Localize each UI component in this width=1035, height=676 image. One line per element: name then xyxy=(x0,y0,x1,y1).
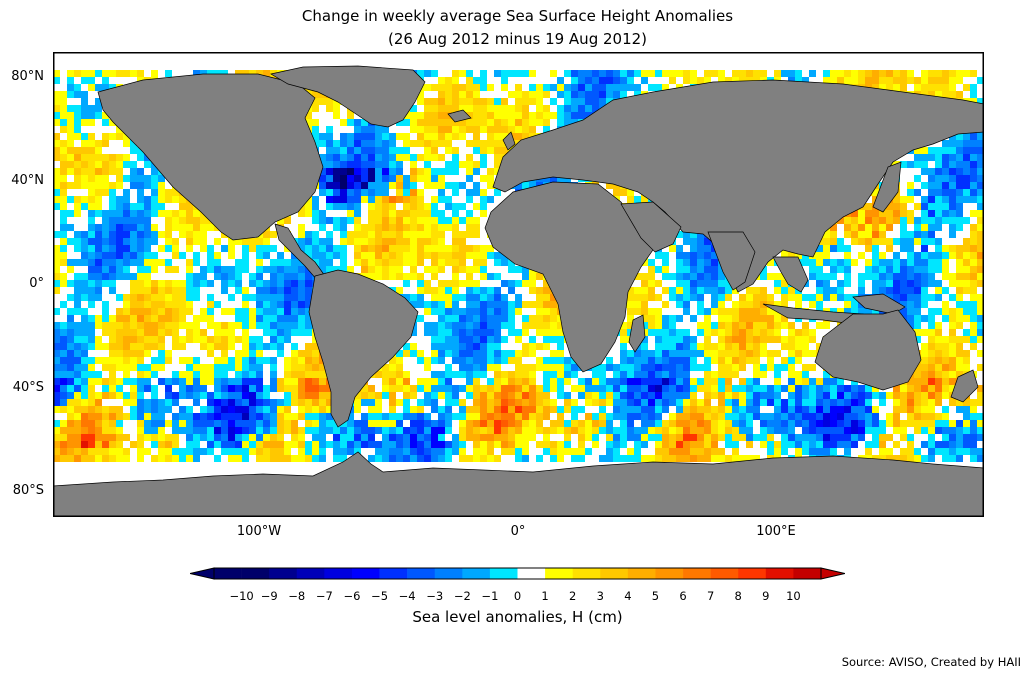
colorbar-tick-label: −8 xyxy=(288,589,306,603)
colorbar-cell xyxy=(765,568,794,579)
colorbar-cell xyxy=(738,568,767,579)
new-guinea xyxy=(852,293,906,315)
colorbar-cell xyxy=(489,568,518,579)
colorbar-tick-label: −5 xyxy=(371,589,389,603)
lon-label-100e: 100°E xyxy=(756,524,796,539)
colorbar-tick-label: −2 xyxy=(453,589,471,603)
colorbar xyxy=(190,567,845,580)
colorbar-cell xyxy=(655,568,684,579)
colorbar-tick-label: 0 xyxy=(513,589,522,603)
lat-label-80n: 80°N xyxy=(11,69,44,84)
colorbar-tick-label: −6 xyxy=(343,589,361,603)
colorbar-tick-label: 6 xyxy=(679,589,687,603)
colorbar-cell xyxy=(269,568,298,579)
colorbar-tick-label: −9 xyxy=(260,589,278,603)
colorbar-tick-label: −3 xyxy=(426,589,444,603)
colorbar-cell xyxy=(434,568,463,579)
colorbar-cell xyxy=(324,568,353,579)
lon-label-100w: 100°W xyxy=(236,524,282,539)
colorbar-min-arrow xyxy=(190,567,215,580)
north-america xyxy=(97,73,324,241)
colorbar-cell xyxy=(793,568,822,579)
colorbar-cell xyxy=(462,568,491,579)
colorbar-tick-label: 8 xyxy=(734,589,742,603)
australia xyxy=(814,309,922,391)
colorbar-tick-label: 2 xyxy=(569,589,577,603)
southeast-asia xyxy=(772,256,809,293)
sea-surface-height-map xyxy=(53,52,984,517)
map-subtitle: (26 Aug 2012 minus 19 Aug 2012) xyxy=(387,30,648,48)
colorbar-tick-label: 7 xyxy=(706,589,715,603)
colorbar-cell xyxy=(296,568,325,579)
colorbar-tick-label: 3 xyxy=(596,589,604,603)
lat-label-40n: 40°N xyxy=(11,173,44,188)
lon-label-0: 0° xyxy=(510,524,526,539)
lat-label-0: 0° xyxy=(29,276,44,291)
south-america xyxy=(308,269,419,428)
colorbar-tick-label: 5 xyxy=(651,589,660,603)
land-masses xyxy=(53,65,984,517)
africa xyxy=(484,181,656,373)
colorbar-tick-label: −10 xyxy=(229,589,254,603)
colorbar-tick-label: 10 xyxy=(786,589,801,603)
colorbar-tick-label: −1 xyxy=(481,589,499,603)
colorbar-cell xyxy=(517,568,546,579)
source-credit: Source: AVISO, Created by HAII xyxy=(841,655,1021,669)
antarctica xyxy=(53,451,984,517)
map-title: Change in weekly average Sea Surface Hei… xyxy=(301,7,734,25)
colorbar-cell xyxy=(627,568,656,579)
colorbar-cell xyxy=(351,568,380,579)
map-frame xyxy=(53,52,984,517)
colorbar-cell xyxy=(600,568,629,579)
colorbar-label: Sea level anomalies, H (cm) xyxy=(412,608,623,626)
india xyxy=(707,231,756,291)
colorbar-cell xyxy=(710,568,739,579)
arabia xyxy=(620,201,682,253)
colorbar-max-arrow xyxy=(820,567,845,580)
colorbar-tick-label: 4 xyxy=(624,589,632,603)
colorbar-tick-label: 1 xyxy=(541,589,549,603)
colorbar-tick-label: −7 xyxy=(315,589,333,603)
eurasia xyxy=(492,79,984,293)
lat-label-40s: 40°S xyxy=(12,380,44,395)
colorbar-cell xyxy=(241,568,270,579)
colorbar-cell xyxy=(572,568,601,579)
colorbar-tick-label: 9 xyxy=(762,589,770,603)
iceland xyxy=(447,109,472,123)
colorbar-tick-label: −4 xyxy=(398,589,416,603)
japan xyxy=(872,161,902,213)
colorbar-cell xyxy=(407,568,436,579)
colorbar-cell xyxy=(545,568,573,579)
colorbar-cell xyxy=(214,568,242,579)
colorbar-cell xyxy=(379,568,408,579)
british-isles xyxy=(502,131,516,151)
new-zealand xyxy=(950,369,979,403)
lat-label-80s: 80°S xyxy=(12,483,44,498)
colorbar-cell xyxy=(683,568,711,579)
madagascar xyxy=(628,314,646,353)
greenland xyxy=(270,65,426,128)
